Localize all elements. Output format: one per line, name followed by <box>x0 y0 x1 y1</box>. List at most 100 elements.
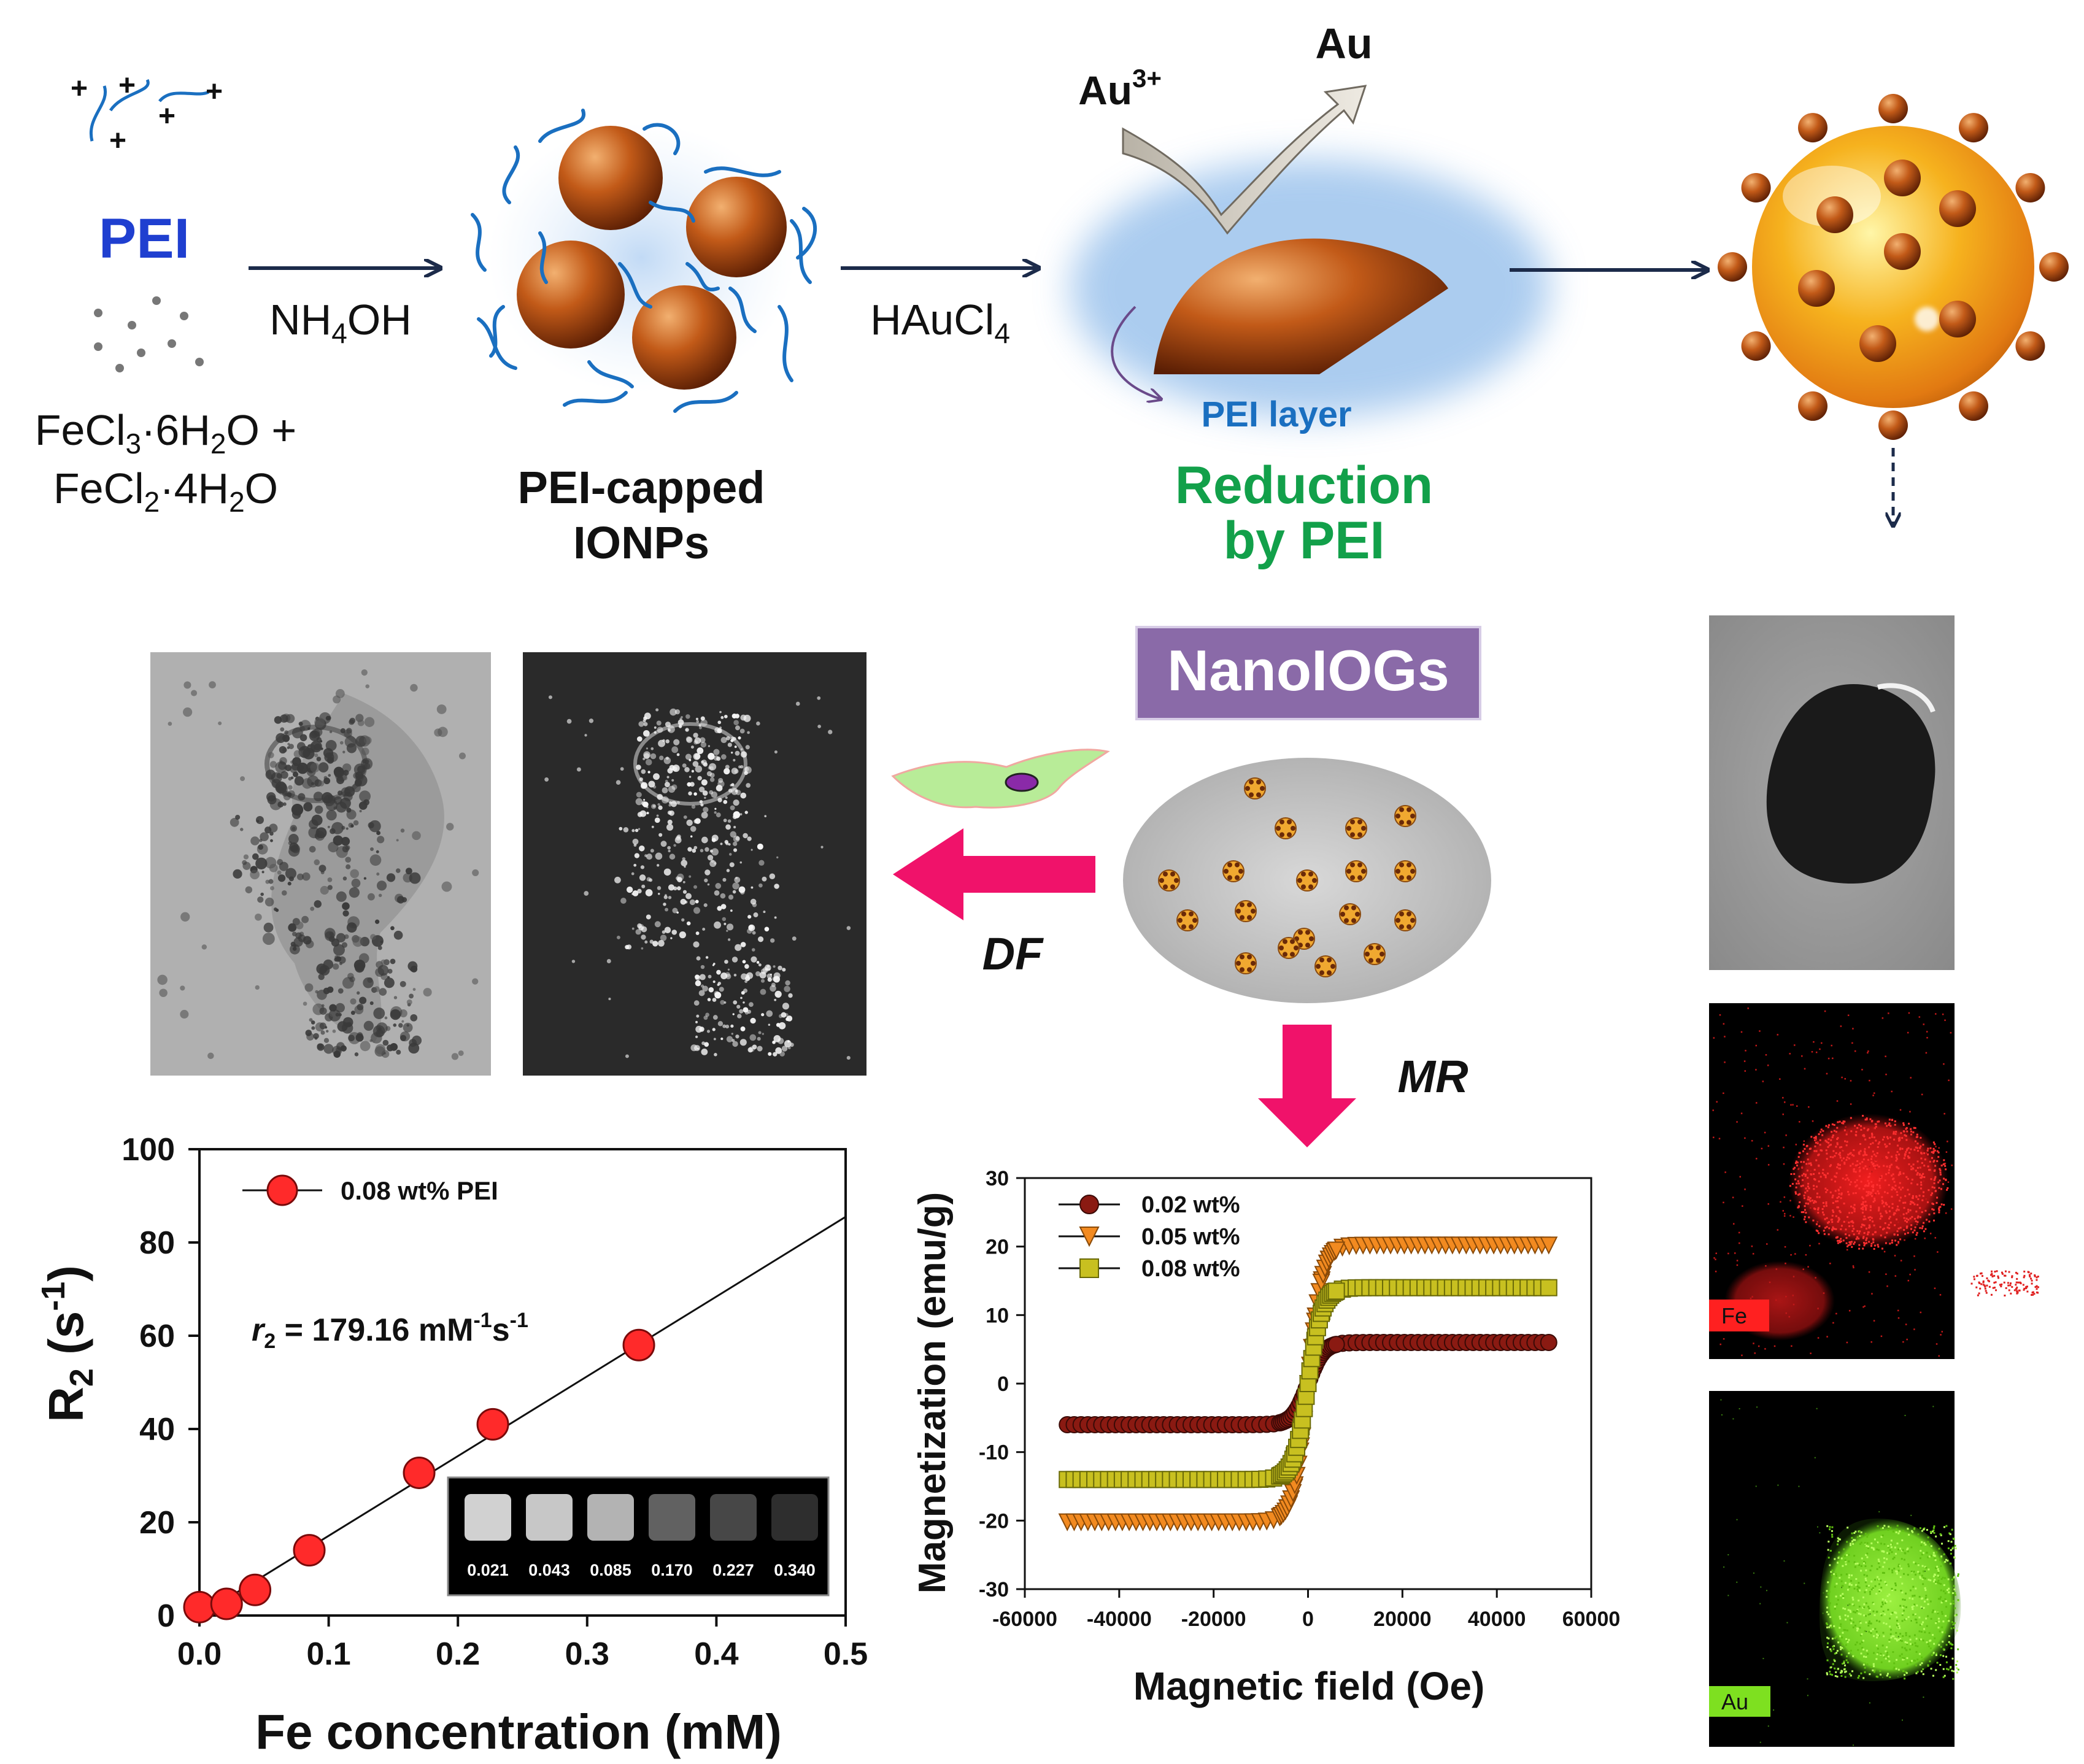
df-arrow <box>893 828 1095 920</box>
mr-phantom-cell <box>587 1494 634 1541</box>
r2-x-tick-label: 0.3 <box>565 1636 609 1672</box>
fe-eds-map: Fe <box>1709 1003 2039 1359</box>
tem-image <box>1709 615 1955 970</box>
au-eds-map: Au <box>1709 1391 1961 1747</box>
au-bead <box>1878 94 1908 123</box>
pei-capped-label-2: IONPs <box>573 517 709 568</box>
mr-phantom-label: 0.227 <box>712 1561 754 1579</box>
nanoiog-particle-illustration <box>1718 94 2069 440</box>
au-bead <box>1884 233 1921 270</box>
mr-phantom-inset: 0.021 0.043 0.085 0.170 0.227 0.340 <box>447 1476 830 1596</box>
magnetization-y-tick-label: 0 <box>997 1373 1009 1396</box>
fe-label-box <box>1709 1300 1769 1331</box>
au-bead <box>1959 113 1988 143</box>
r2-y-tick-label: 40 <box>139 1412 175 1447</box>
r2-data-point <box>293 1534 326 1567</box>
step1-reagent: NH4OH <box>269 296 412 349</box>
mr-phantom-cell <box>710 1494 757 1541</box>
svg-text:+: + <box>206 75 223 108</box>
r2-x-tick-label: 0.2 <box>436 1636 480 1672</box>
r2-data-point <box>476 1408 509 1441</box>
pei-capped-label-1: PEI-capped <box>518 462 765 513</box>
magnetization-y-axis-label: Magnetization (emu/g) <box>911 1192 954 1593</box>
svg-text:+: + <box>71 72 88 105</box>
r2-y-tick-label: 0 <box>157 1598 175 1634</box>
magnetization-y-tick-label: 30 <box>986 1167 1009 1190</box>
magnetization-data-point <box>1327 1336 1345 1354</box>
au-bead <box>2015 173 2045 202</box>
r2-data-point <box>622 1328 655 1362</box>
au-ion-label: Au3+ <box>1078 64 1162 113</box>
mr-phantom-cell <box>465 1494 511 1541</box>
r2-x-tick-label: 0.0 <box>177 1636 222 1672</box>
pei-capped-ionps-illustration <box>471 109 817 413</box>
magnetization-y-tick-label: -30 <box>979 1578 1009 1601</box>
r2-legend-label: 0.08 wt% PEI <box>341 1176 498 1205</box>
mr-phantom-label: 0.170 <box>651 1561 693 1579</box>
pei-label: PEI <box>99 207 190 270</box>
magnetization-legend-marker <box>1079 1258 1099 1278</box>
magnetization-data-point <box>1540 1279 1557 1296</box>
au-bead <box>1718 252 1747 282</box>
au-label-box <box>1709 1686 1770 1717</box>
r2-data-point <box>210 1587 243 1620</box>
magnetization-data-point <box>1540 1334 1557 1351</box>
magnetization-x-axis-label: Magnetic field (Oe) <box>1133 1664 1485 1708</box>
mr-phantom-cell <box>771 1494 818 1541</box>
mr-phantom-label: 0.340 <box>774 1561 816 1579</box>
nanoiogs-label: NanoIOGs <box>1167 638 1449 703</box>
nanoiogs-label-box <box>1135 626 1481 720</box>
r2-legend: 0.08 wt% PEI <box>242 1174 498 1206</box>
r2-y-tick-label: 100 <box>122 1132 175 1168</box>
magnetization-y-tick-label: -20 <box>979 1509 1009 1533</box>
magnetization-legend-label: 0.05 wt% <box>1141 1224 1240 1250</box>
brightfield-micrograph <box>150 652 491 1076</box>
r2-x-tick-label: 0.1 <box>306 1636 350 1672</box>
magnetization-x-tick-label: 0 <box>1302 1608 1314 1631</box>
precursor-line-1: FeCl3·6H2O + <box>35 406 297 460</box>
magnetization-x-tick-label: 20000 <box>1373 1608 1432 1631</box>
au-bead <box>1884 160 1921 196</box>
reduction-label-2: by PEI <box>1224 511 1385 570</box>
mr-phantom-cell <box>649 1494 695 1541</box>
svg-text:+: + <box>118 69 136 102</box>
au-bead <box>1939 190 1976 227</box>
magnetization-series <box>1059 1279 1557 1489</box>
r2-legend-marker <box>266 1174 298 1206</box>
magnetization-legend-label: 0.08 wt% <box>1141 1256 1240 1282</box>
reduction-label-1: Reduction <box>1175 456 1433 515</box>
au-bead <box>1959 391 1988 421</box>
pei-polymer-icon: + + + + + <box>71 69 223 157</box>
au-bead <box>1859 325 1896 362</box>
nanoparticle-dispersion-oval <box>1123 758 1491 1003</box>
magnetization-data-point <box>1540 1236 1558 1255</box>
r2-x-axis-label: Fe concentration (mM) <box>255 1704 782 1759</box>
r2-x-tick-label: 0.5 <box>824 1636 868 1672</box>
au-bead <box>1798 270 1835 307</box>
r2-plot-frame <box>198 1148 847 1617</box>
step2-reagent: HAuCl4 <box>870 296 1010 349</box>
darkfield-micrograph <box>523 652 866 1076</box>
au-bead <box>1798 391 1827 421</box>
r2-data-point <box>239 1573 272 1606</box>
magnetization-data-point <box>1327 1282 1345 1300</box>
au-bead <box>1878 410 1908 440</box>
r2-annotation: r2 = 179.16 mM-1s-1 <box>252 1309 528 1353</box>
au-bead <box>1741 173 1771 202</box>
df-label: DF <box>982 928 1044 979</box>
iron-salt-dots <box>94 296 204 372</box>
magnetization-x-tick-label: 40000 <box>1468 1608 1526 1631</box>
au-bead <box>1741 331 1771 361</box>
au-bead <box>1798 113 1827 143</box>
r2-data-point <box>183 1590 216 1623</box>
magnetization-chart: -60000 -40000 -20000 0 20000 40000 60000 -30 -20… <box>911 1167 1620 1708</box>
r2-data-point <box>403 1456 436 1489</box>
mr-phantom-label: 0.043 <box>528 1561 570 1579</box>
magnetization-x-tick-label: 60000 <box>1562 1608 1621 1631</box>
au-bead <box>1939 301 1976 337</box>
au-bead <box>1816 196 1853 233</box>
pei-layer-label: PEI layer <box>1201 395 1351 434</box>
magnetization-x-tick-label: -20000 <box>1181 1608 1246 1631</box>
magnetization-y-tick-label: 20 <box>986 1236 1009 1259</box>
